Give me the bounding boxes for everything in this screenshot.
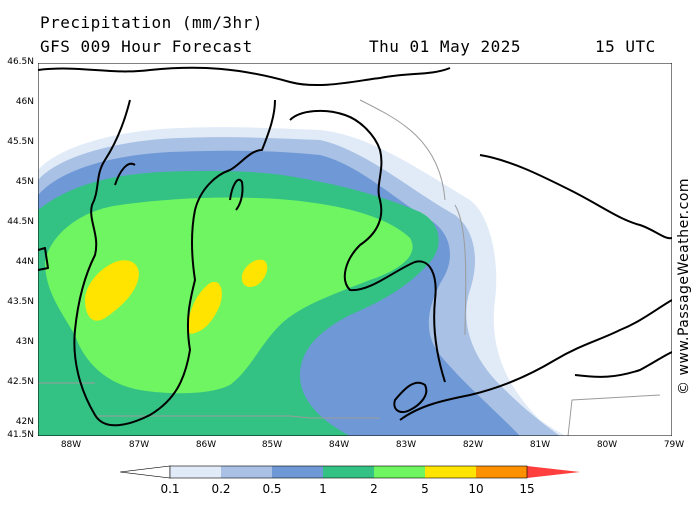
map-area [38,63,672,436]
legend-label: 15 [519,482,535,496]
legend-swatch [119,465,171,479]
lon-label: 87W [128,440,150,450]
watermark: © www.PassageWeather.com [676,177,692,395]
lon-label: 88W [60,440,82,450]
map-title: Precipitation (mm/3hr) [40,13,263,32]
lon-label: 84W [328,440,350,450]
legend-swatch [170,466,221,478]
forecast-date: Thu 01 May 2025 [369,37,521,56]
precip-band-5 [241,259,268,287]
lat-label: 46N [15,97,34,107]
model-label: GFS 009 Hour Forecast [40,37,253,56]
lat-label: 43N [15,337,34,347]
legend [119,465,580,479]
legend-label: 5 [421,482,429,496]
lat-label: 42N [15,417,34,427]
lon-label: 80W [596,440,618,450]
legend-label: 2 [370,482,378,496]
legend-label: 0.5 [262,482,282,496]
lat-label: 45.5N [7,137,34,147]
legend-swatch [323,466,374,478]
legend-label: 10 [468,482,484,496]
lon-label: 85W [261,440,283,450]
legend-label: 0.2 [211,482,231,496]
lon-label: 79W [663,440,685,450]
lat-label: 43.5N [7,297,34,307]
lat-label: 42.5N [7,377,34,387]
lon-label: 83W [395,440,417,450]
lat-label: 45N [15,177,34,187]
borders [38,99,661,436]
lon-label: 82W [462,440,484,450]
precip-band-5 [187,281,222,334]
legend-swatch [425,466,476,478]
legend-label: 0.1 [160,482,180,496]
forecast-time: 15 UTC [595,37,656,56]
legend-outline [169,465,528,479]
legend-label: 1 [319,482,327,496]
lat-label: 44.5N [7,217,34,227]
legend-swatch [527,466,580,478]
coastline [38,66,672,427]
lat-label: 41.5N [7,430,34,440]
precip-band-2 [45,197,413,394]
legend-swatch [272,466,323,478]
legend-swatch [476,466,527,478]
legend-swatch [374,466,425,478]
precip-band-5 [85,260,139,321]
lat-label: 46.5N [7,57,34,67]
lon-label: 86W [195,440,217,450]
legend-swatch [221,466,272,478]
lon-label: 81W [529,440,551,450]
lat-label: 44N [15,257,34,267]
